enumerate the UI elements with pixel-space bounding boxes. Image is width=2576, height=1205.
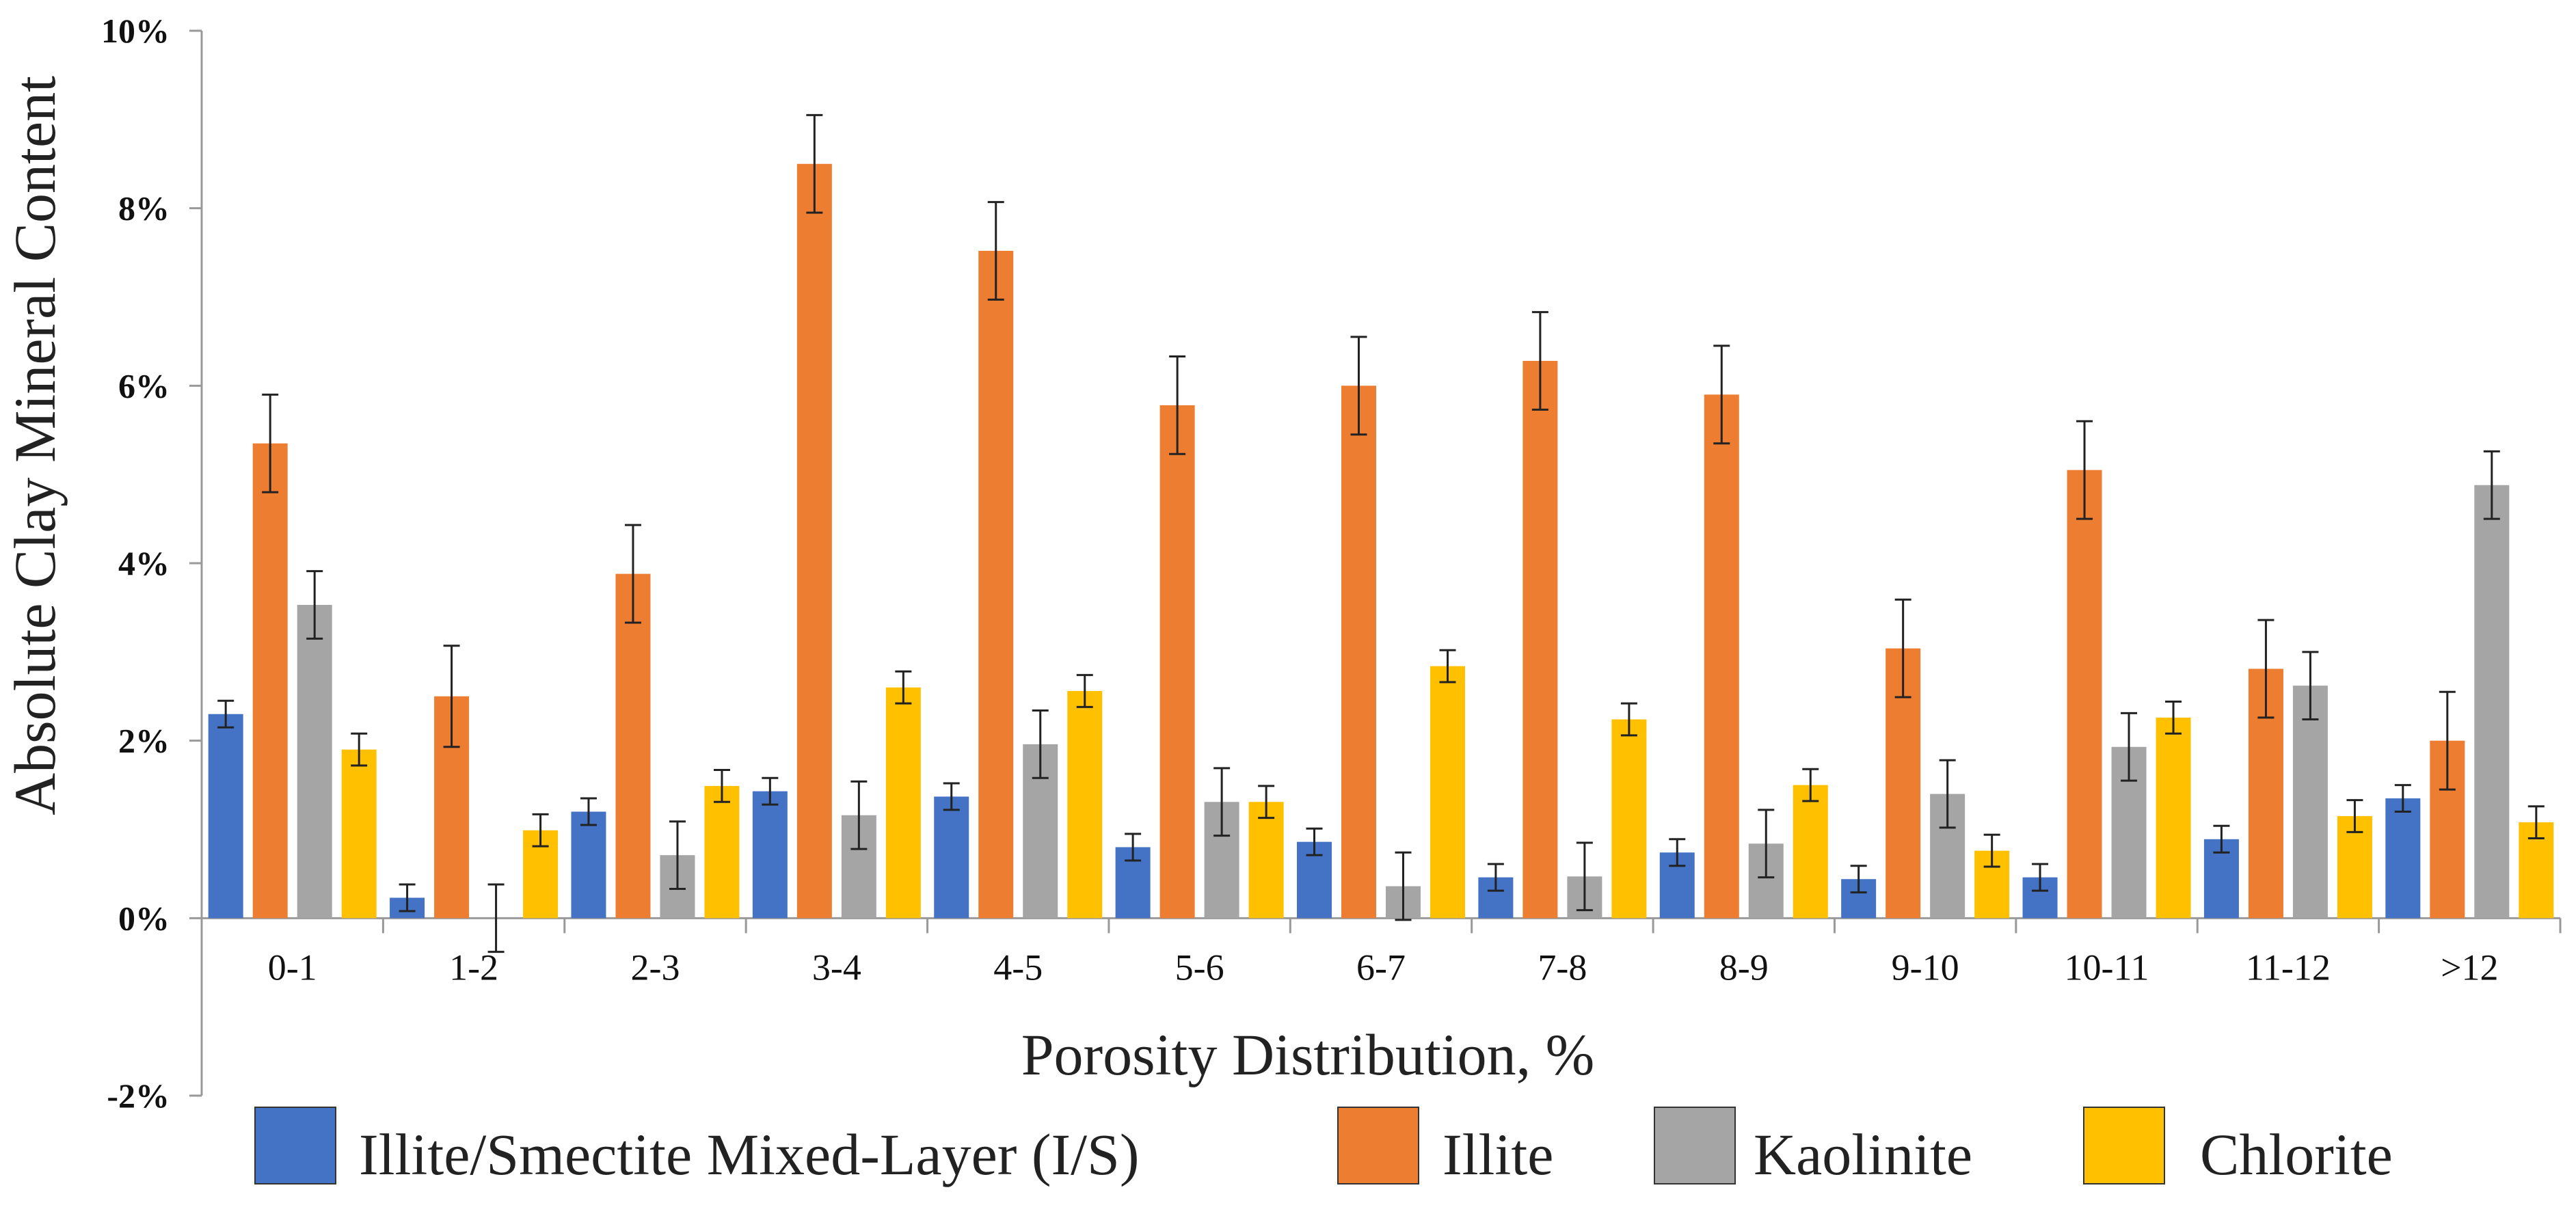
- x-tick-label: 1-2: [449, 947, 498, 988]
- bar: [2156, 717, 2191, 919]
- x-tick-label: 7-8: [1538, 947, 1587, 988]
- series-group: [252, 113, 2465, 919]
- bar: [2337, 816, 2372, 919]
- bar: [252, 443, 288, 919]
- x-tick-label: >12: [2441, 947, 2498, 988]
- bar: [1248, 802, 1284, 919]
- x-tick-label: 2-3: [630, 947, 680, 988]
- bar: [1704, 394, 1739, 919]
- bar: [1611, 719, 1647, 919]
- bar: [704, 785, 740, 919]
- bar: [2385, 798, 2421, 919]
- y-axis-title: Absolute Clay Mineral Content: [2, 76, 68, 815]
- y-tick-label: -2%: [107, 1077, 170, 1115]
- x-tick-label: 10-11: [2065, 947, 2149, 988]
- legend-label: Chlorite: [2200, 1122, 2393, 1187]
- bar: [1793, 785, 1828, 919]
- x-tick-label: 9-10: [1892, 947, 1959, 988]
- legend: Illite/Smectite Mixed-Layer (I/S) Illite K…: [254, 1107, 2393, 1187]
- bar: [1430, 666, 1465, 919]
- bar: [1522, 360, 1558, 919]
- bar: [615, 573, 651, 919]
- y-tick-label: 2%: [118, 722, 170, 760]
- legend-label: Kaolinite: [1754, 1122, 1972, 1187]
- bar: [752, 791, 788, 919]
- bar: [885, 687, 921, 919]
- legend-swatch: [254, 1107, 336, 1184]
- y-tick-label: 6%: [118, 366, 170, 405]
- y-tick-label: 10%: [101, 12, 170, 50]
- bar: [571, 811, 606, 919]
- legend-swatch: [1337, 1107, 1419, 1184]
- legend-label: Illite/Smectite Mixed-Layer (I/S): [359, 1122, 1140, 1187]
- bar: [934, 796, 969, 919]
- series-group: [297, 450, 2510, 953]
- x-tick-label: 0-1: [268, 947, 317, 988]
- bar: [2067, 470, 2102, 919]
- bar: [1067, 690, 1103, 919]
- bar: [1341, 385, 1376, 919]
- y-tick-label: 8%: [118, 189, 170, 228]
- bar: [2474, 485, 2510, 919]
- bar-series: [208, 113, 2554, 953]
- series-group: [208, 699, 2421, 919]
- x-tick-label: 5-6: [1175, 947, 1224, 988]
- bar: [978, 250, 1014, 919]
- bar: [297, 605, 332, 919]
- x-axis-title: Porosity Distribution, %: [1021, 1022, 1595, 1087]
- x-axis-tick-labels: 0-1 1-2 2-3 3-4 4-5 5-6 6-7 7-8 8-9 9-10 10-11 11-1…: [268, 947, 2499, 988]
- x-tick-label: 8-9: [1719, 947, 1769, 988]
- y-tick-label: 0%: [118, 899, 170, 937]
- legend-swatch: [2083, 1107, 2165, 1184]
- bar: [796, 163, 832, 919]
- bar: [2292, 686, 2328, 919]
- bar: [341, 749, 377, 919]
- legend-label: Illite: [1443, 1122, 1553, 1187]
- series-group: [341, 649, 2554, 919]
- x-tick-label: 11-12: [2246, 947, 2331, 988]
- y-axis-ticks: -2% 0% 2% 4% 6% 8% 10%: [101, 12, 203, 1115]
- bar: [208, 714, 243, 919]
- x-tick-label: 6-7: [1356, 947, 1406, 988]
- bar: [1159, 405, 1195, 919]
- y-tick-label: 4%: [118, 544, 170, 582]
- legend-swatch: [1654, 1107, 1736, 1184]
- x-tick-label: 3-4: [812, 947, 861, 988]
- x-tick-label: 4-5: [993, 947, 1043, 988]
